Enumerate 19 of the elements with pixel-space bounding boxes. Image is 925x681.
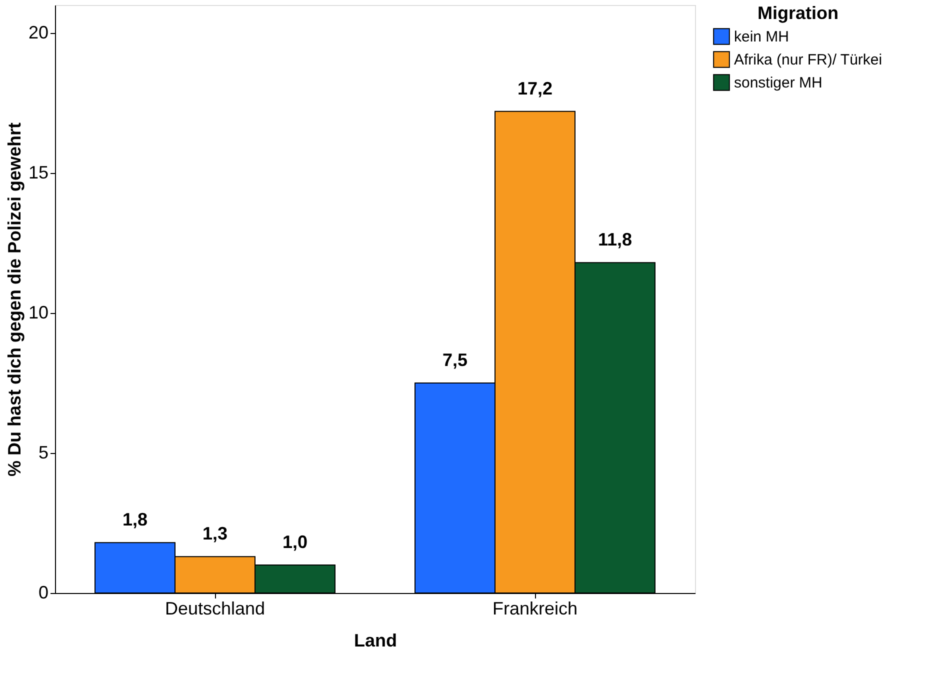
data-label: 7,5 <box>442 350 468 370</box>
data-label: 17,2 <box>517 78 553 98</box>
data-label: 11,8 <box>598 230 632 250</box>
y-tick-label: 20 <box>28 22 48 42</box>
legend-label: kein MH <box>734 28 790 46</box>
x-tick-label: Deutschland <box>164 598 266 618</box>
data-label: 1,0 <box>282 532 308 552</box>
y-tick-label: 5 <box>38 442 48 462</box>
x-axis-title: Land <box>354 630 397 650</box>
y-tick-label: 0 <box>38 582 48 602</box>
y-axis-title: % Du hast dich gegen die Polizei gewehrt <box>4 122 24 477</box>
data-label: 1,8 <box>122 510 148 530</box>
x-tick-label: Frankreich <box>492 598 578 618</box>
y-tick-label: 15 <box>28 162 48 182</box>
y-tick-label: 10 <box>28 302 48 322</box>
legend-label: Afrika (nur FR)/ Türkei <box>734 52 882 68</box>
legend-title: Migration <box>758 3 838 23</box>
legend-label: sonstiger MH <box>734 74 822 92</box>
data-label: 1,3 <box>202 524 228 544</box>
